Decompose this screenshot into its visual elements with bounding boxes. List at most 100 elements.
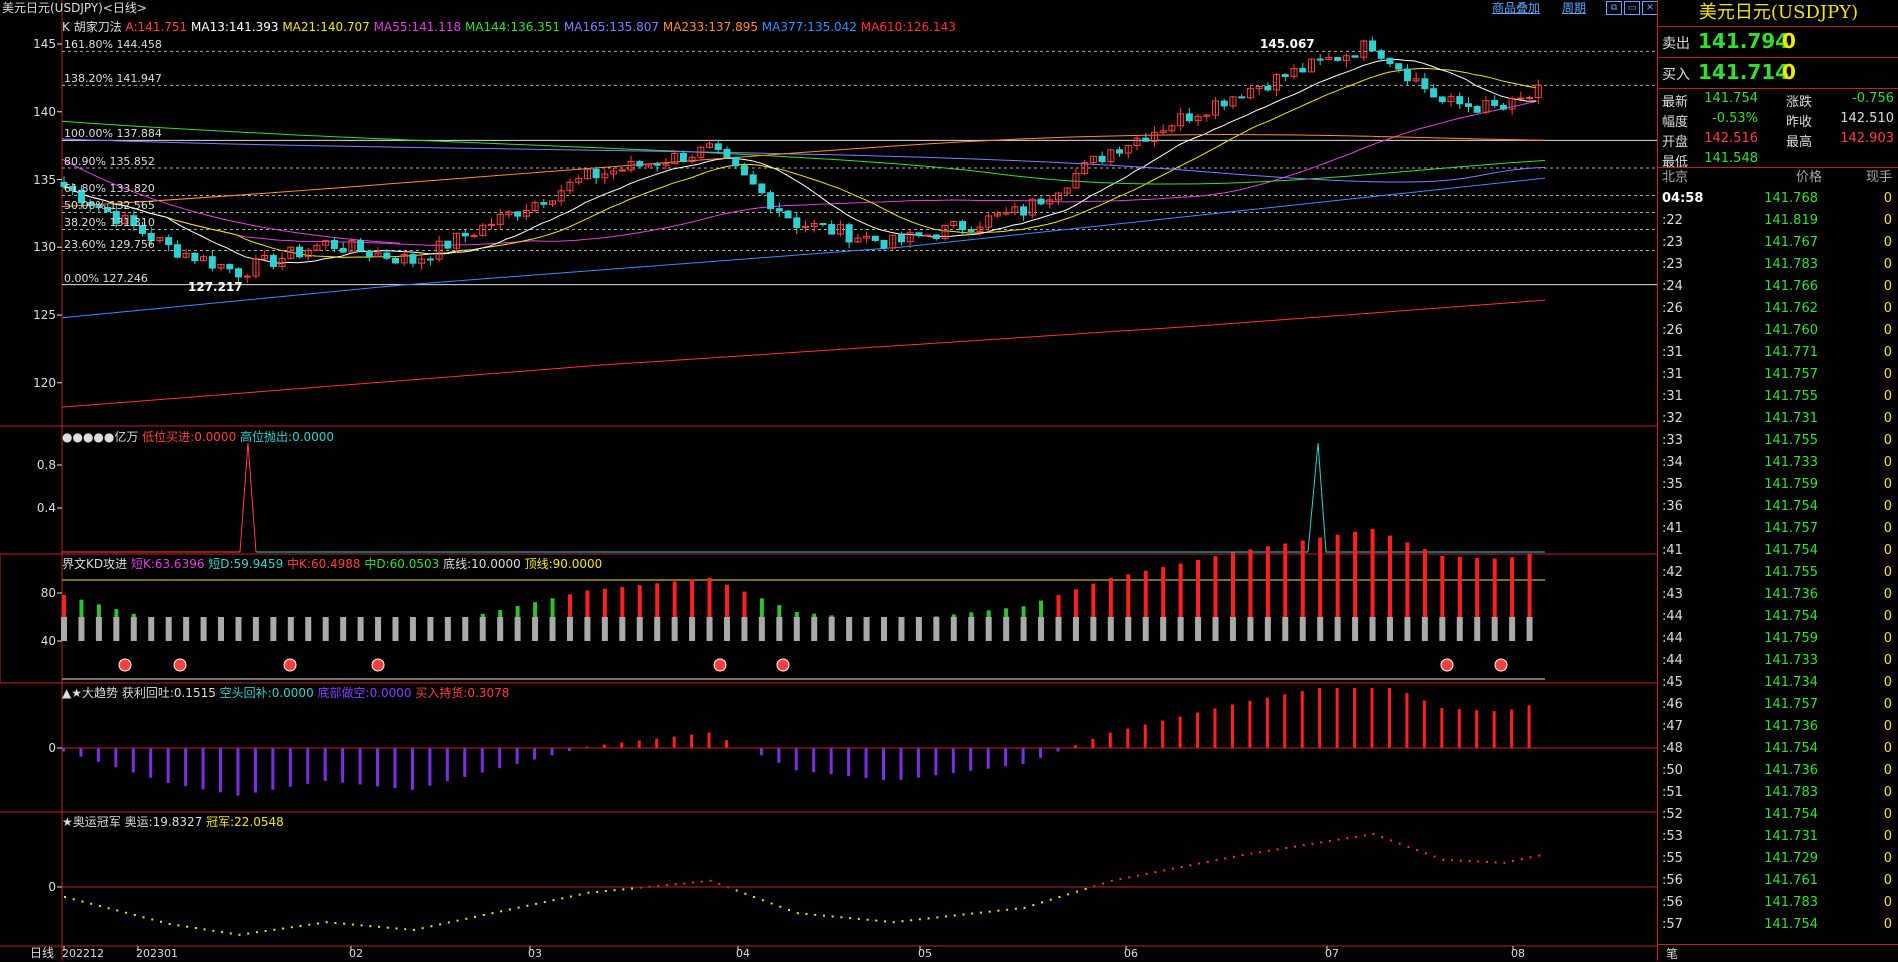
tick-price: 141.754	[1728, 606, 1818, 628]
trend-bar	[1109, 733, 1112, 748]
trend-bar	[987, 748, 990, 769]
tick-volume: 0	[1828, 254, 1892, 276]
period-menu[interactable]: 周期	[1562, 0, 1586, 16]
candle-body	[898, 235, 904, 242]
kd-bar-bg	[567, 617, 573, 641]
tick-time: :44	[1662, 628, 1683, 650]
tick-time: :41	[1662, 540, 1683, 562]
olympic-dot	[457, 920, 459, 922]
legend-item: A:141.751	[126, 20, 191, 34]
tick-price: 141.755	[1728, 386, 1818, 408]
panel5-legend: ★奥运冠军 奥运:19.8327 冠军:22.0548	[62, 815, 284, 829]
olympic-dot	[326, 921, 328, 923]
axis-tick-label: 40	[6, 634, 56, 648]
olympic-dot	[1355, 836, 1357, 838]
legend-item: MA55:141.118	[374, 20, 465, 34]
olympic-dot	[1390, 839, 1392, 841]
olympic-dot	[1181, 866, 1183, 868]
olympic-dot	[1224, 857, 1226, 859]
trend-bar	[1161, 721, 1164, 748]
olympic-dot	[195, 927, 197, 929]
candle-body	[1474, 106, 1480, 112]
kd-bar	[1004, 608, 1008, 617]
olympic-dot	[422, 927, 424, 929]
kd-bar	[1039, 601, 1043, 617]
kd-bar	[1126, 574, 1130, 617]
candle-body	[1465, 104, 1471, 107]
olympic-dot	[343, 923, 345, 925]
olympic-dot	[945, 915, 947, 917]
tick-volume: 0	[1828, 716, 1892, 738]
tick-price: 141.755	[1728, 562, 1818, 584]
kd-bar	[830, 615, 834, 617]
tick-price: 141.736	[1728, 760, 1818, 782]
trend-bar	[428, 748, 431, 786]
olympic-dot	[1486, 861, 1488, 863]
stat-value: -0.53%	[1698, 111, 1758, 126]
tick-time: :44	[1662, 650, 1683, 672]
tick-footer-tab[interactable]: 笔	[1666, 945, 1678, 962]
trend-bar	[812, 748, 815, 772]
kd-bar	[1179, 563, 1183, 617]
olympic-dot	[753, 896, 755, 898]
tick-price: 141.761	[1728, 870, 1818, 892]
candle-body	[933, 235, 939, 238]
time-tick-label: 05	[918, 947, 932, 961]
trend-bar	[847, 748, 850, 776]
legend-item: MA377:135.042	[762, 20, 861, 34]
fib-label: 138.20% 141.947	[64, 72, 162, 86]
olympic-dot	[64, 896, 66, 898]
candle-body	[244, 276, 250, 277]
candle-body	[1370, 41, 1376, 51]
legend-item: 顶线:90.0000	[525, 557, 603, 571]
close-window-icon[interactable]: ✕	[1642, 1, 1658, 15]
restore-window-icon[interactable]: ⧉	[1606, 1, 1622, 15]
tick-price: 141.757	[1728, 518, 1818, 540]
olympic-dot	[151, 919, 153, 921]
olympic-dot	[1137, 875, 1139, 877]
kd-bar	[987, 610, 991, 617]
tick-header-price: 价格	[1732, 168, 1822, 188]
kd-bar-bg	[1509, 617, 1515, 641]
olympic-dot	[675, 883, 677, 885]
olympic-dot	[1268, 850, 1270, 852]
olympic-dot	[1434, 856, 1436, 858]
olympic-dot	[1303, 844, 1305, 846]
kd-bar-bg	[741, 617, 747, 641]
layout-window-icon[interactable]: ▭	[1624, 1, 1640, 15]
olympic-dot	[963, 914, 965, 916]
trend-bar	[934, 748, 937, 775]
kd-bar	[1371, 529, 1375, 617]
tick-volume: 0	[1828, 496, 1892, 518]
chart-area[interactable]: 美元日元(USDJPY)<日线> K 胡家刀法 A:141.751 MA13:1…	[0, 0, 1657, 961]
tick-time: :31	[1662, 364, 1683, 386]
candle-body	[925, 235, 931, 236]
olympic-dot	[169, 923, 171, 925]
kd-bar-bg	[113, 617, 119, 641]
overlay-symbol-menu[interactable]: 商品叠加	[1492, 0, 1540, 16]
trend-bar	[952, 748, 955, 773]
kd-bar	[481, 614, 485, 617]
kd-bar	[795, 612, 799, 617]
tick-price: 141.766	[1728, 276, 1818, 298]
tick-price: 141.754	[1728, 804, 1818, 826]
kd-bar	[725, 585, 729, 617]
candle-body	[724, 149, 730, 157]
candle-body	[462, 233, 468, 235]
tick-price: 141.768	[1728, 188, 1818, 210]
candle-body	[209, 257, 215, 268]
olympic-dot	[736, 890, 738, 892]
kd-bar-bg	[1439, 617, 1445, 641]
tick-time: :56	[1662, 892, 1683, 914]
kd-bar-bg	[1160, 617, 1166, 641]
kd-bar-bg	[1492, 617, 1498, 641]
legend-item: ★奥运冠军	[62, 815, 125, 829]
trend-bar	[673, 737, 676, 748]
